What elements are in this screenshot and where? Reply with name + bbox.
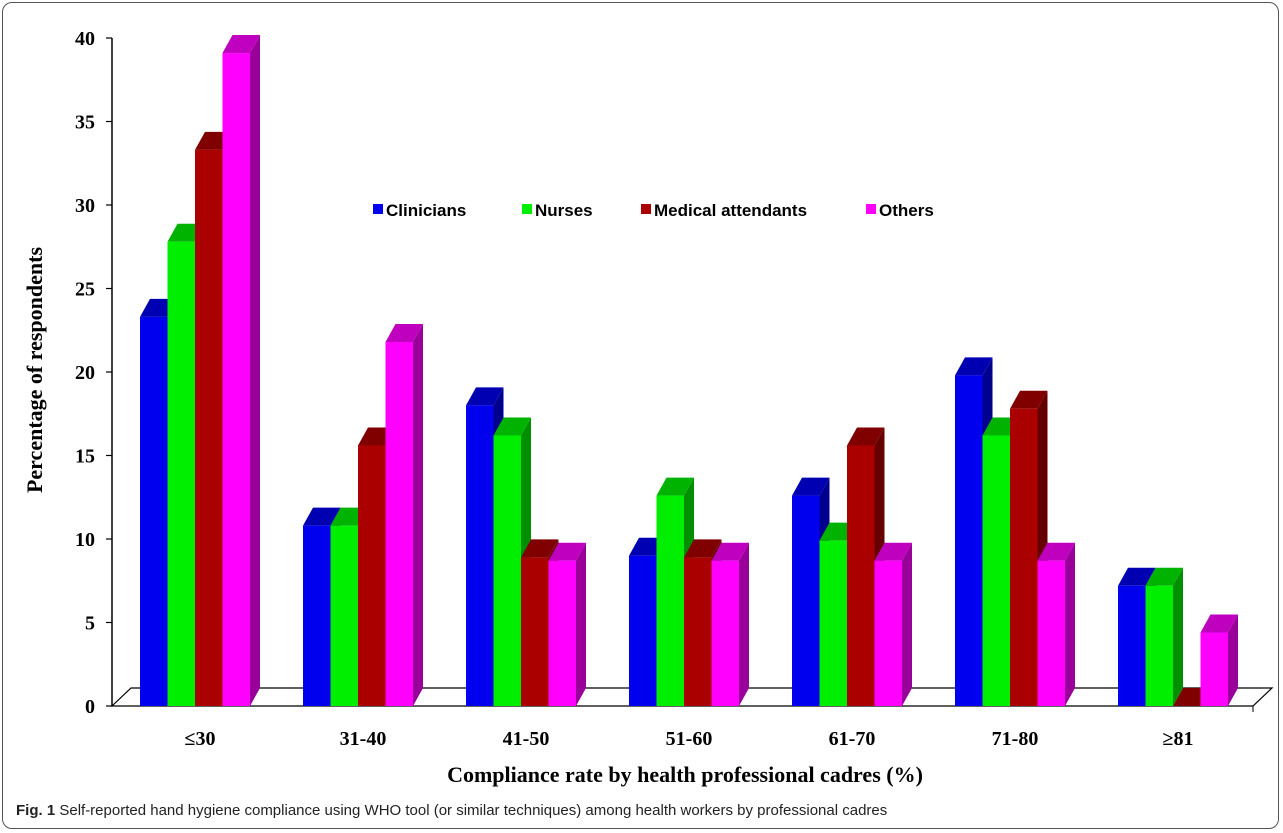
bar	[1201, 615, 1239, 706]
x-tick-label: ≥81	[1163, 728, 1194, 750]
x-tick-label: 71-80	[992, 728, 1039, 750]
bar-front	[684, 557, 712, 706]
bar-front	[494, 435, 522, 706]
bar	[549, 543, 587, 706]
bar-front	[1146, 586, 1174, 706]
x-axis-label: Compliance rate by health professional c…	[447, 762, 923, 787]
bar-chart: 0 5 10 15 20 25 30 35 40 ≤30 31-40 41-50 51-60 61-70…	[0, 0, 1283, 800]
bar-front	[875, 561, 903, 706]
legend-swatch	[373, 204, 383, 214]
bar-front	[195, 150, 223, 706]
legend-swatch	[522, 204, 532, 214]
y-axis-label: Percentage of respondents	[22, 247, 47, 493]
legend-label: Clinicians	[386, 201, 466, 220]
legend-swatch	[866, 204, 876, 214]
x-ticks: ≤30 31-40 41-50 51-60 61-70 71-80 ≥81	[185, 728, 1194, 750]
y-tick-label: 15	[75, 446, 95, 468]
bar-front	[983, 435, 1011, 706]
bar-front	[657, 496, 685, 706]
y-tick-label: 30	[75, 195, 95, 217]
y-tick-label: 25	[75, 279, 95, 301]
bar	[875, 543, 913, 706]
bar-side	[739, 543, 749, 706]
chart-bars	[140, 35, 1238, 706]
bar	[386, 324, 424, 706]
y-tick-label: 40	[75, 28, 95, 50]
bar-front	[1201, 633, 1229, 706]
bar-side	[576, 543, 586, 706]
bar-front	[303, 526, 331, 706]
bar-front	[1038, 561, 1066, 706]
x-tick-label: 51-60	[666, 728, 713, 750]
bar-front	[140, 317, 168, 706]
legend-label: Nurses	[535, 201, 593, 220]
bar-front	[223, 53, 251, 706]
caption-text: Self-reported hand hygiene compliance us…	[59, 802, 887, 819]
legend-label: Medical attendants	[654, 201, 807, 220]
bar-side	[1065, 543, 1075, 706]
y-tick-label: 35	[75, 112, 95, 134]
bar-front	[820, 541, 848, 706]
bar-front	[792, 496, 820, 706]
y-ticks: 0 5 10 15 20 25 30 35 40	[75, 28, 112, 718]
x-tick-label: 61-70	[829, 728, 876, 750]
bar-front	[1118, 586, 1146, 706]
bar-front	[847, 445, 875, 706]
x-tick-label: 41-50	[503, 728, 550, 750]
bar-front	[955, 375, 983, 706]
x-tick-label: ≤30	[185, 728, 216, 750]
bar-front	[386, 342, 414, 706]
y-tick-label: 10	[75, 529, 95, 551]
chart-legend: Clinicians Nurses Medical attendants Others	[373, 201, 934, 220]
bar-front	[712, 561, 740, 706]
bar-front	[331, 526, 359, 706]
figure-caption: Fig. 1 Self-reported hand hygiene compli…	[16, 802, 887, 819]
bar	[712, 543, 750, 706]
bar-side	[250, 35, 260, 706]
bar-front	[168, 242, 196, 706]
caption-label: Fig. 1	[16, 802, 55, 819]
bar-front	[1010, 409, 1038, 706]
bar-front	[358, 445, 386, 706]
bar-front	[549, 561, 577, 706]
bar	[223, 35, 261, 706]
bar-side	[902, 543, 912, 706]
bar-front	[521, 557, 549, 706]
y-tick-label: 20	[75, 362, 95, 384]
bar-front	[466, 405, 494, 706]
bar	[1038, 543, 1076, 706]
bar	[1146, 568, 1184, 706]
y-tick-label: 5	[85, 613, 95, 635]
bar-side	[1173, 568, 1183, 706]
x-tick-label: 31-40	[340, 728, 387, 750]
legend-swatch	[641, 204, 651, 214]
legend-label: Others	[879, 201, 934, 220]
bar-front	[629, 556, 657, 706]
bar-side	[413, 324, 423, 706]
y-tick-label: 0	[85, 696, 95, 718]
